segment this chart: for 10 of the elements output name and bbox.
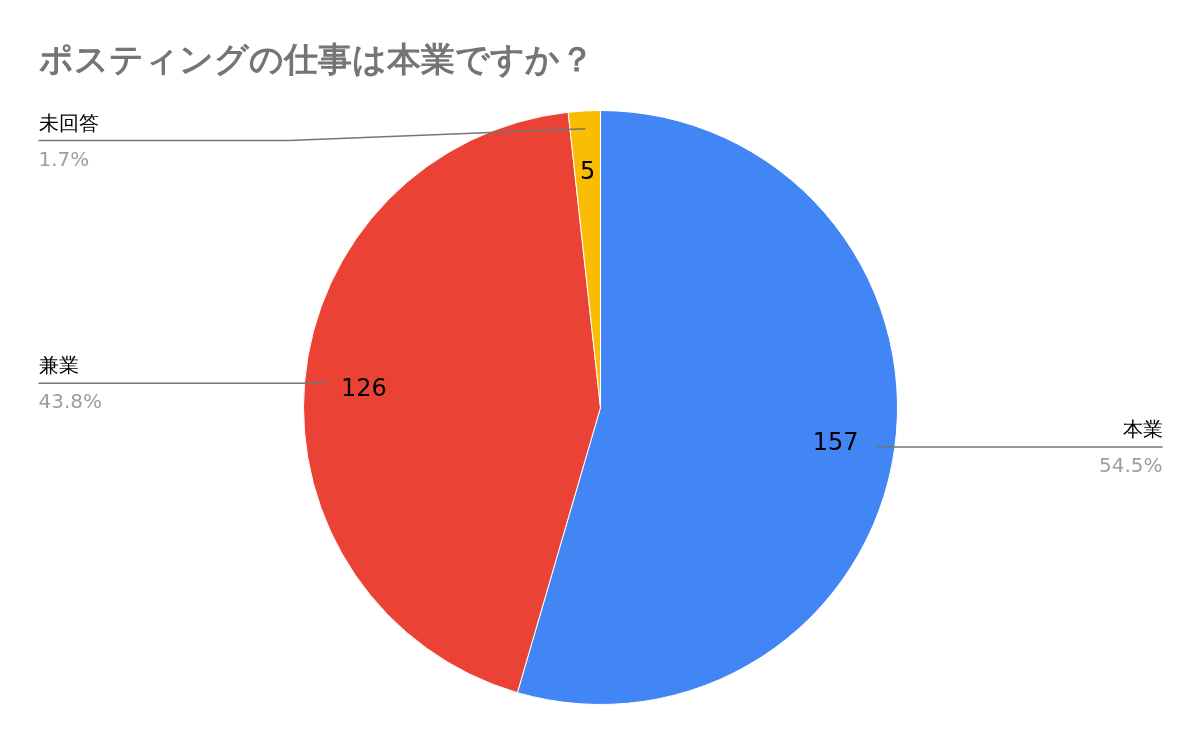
slice-label: 兼業 bbox=[38, 353, 79, 378]
data-label: 126 bbox=[340, 373, 387, 402]
text: 1.7% bbox=[38, 146, 90, 171]
text: 54.5% bbox=[1098, 452, 1163, 477]
slice-label: 未回答 bbox=[38, 110, 99, 135]
data-label: 157 bbox=[812, 428, 859, 457]
chart-title: ポスティングの仕事は本業ですか？ bbox=[38, 38, 594, 79]
slice-label: 本業 bbox=[1122, 416, 1163, 441]
data-label: 5 bbox=[579, 157, 596, 186]
text: 43.8% bbox=[38, 389, 103, 414]
